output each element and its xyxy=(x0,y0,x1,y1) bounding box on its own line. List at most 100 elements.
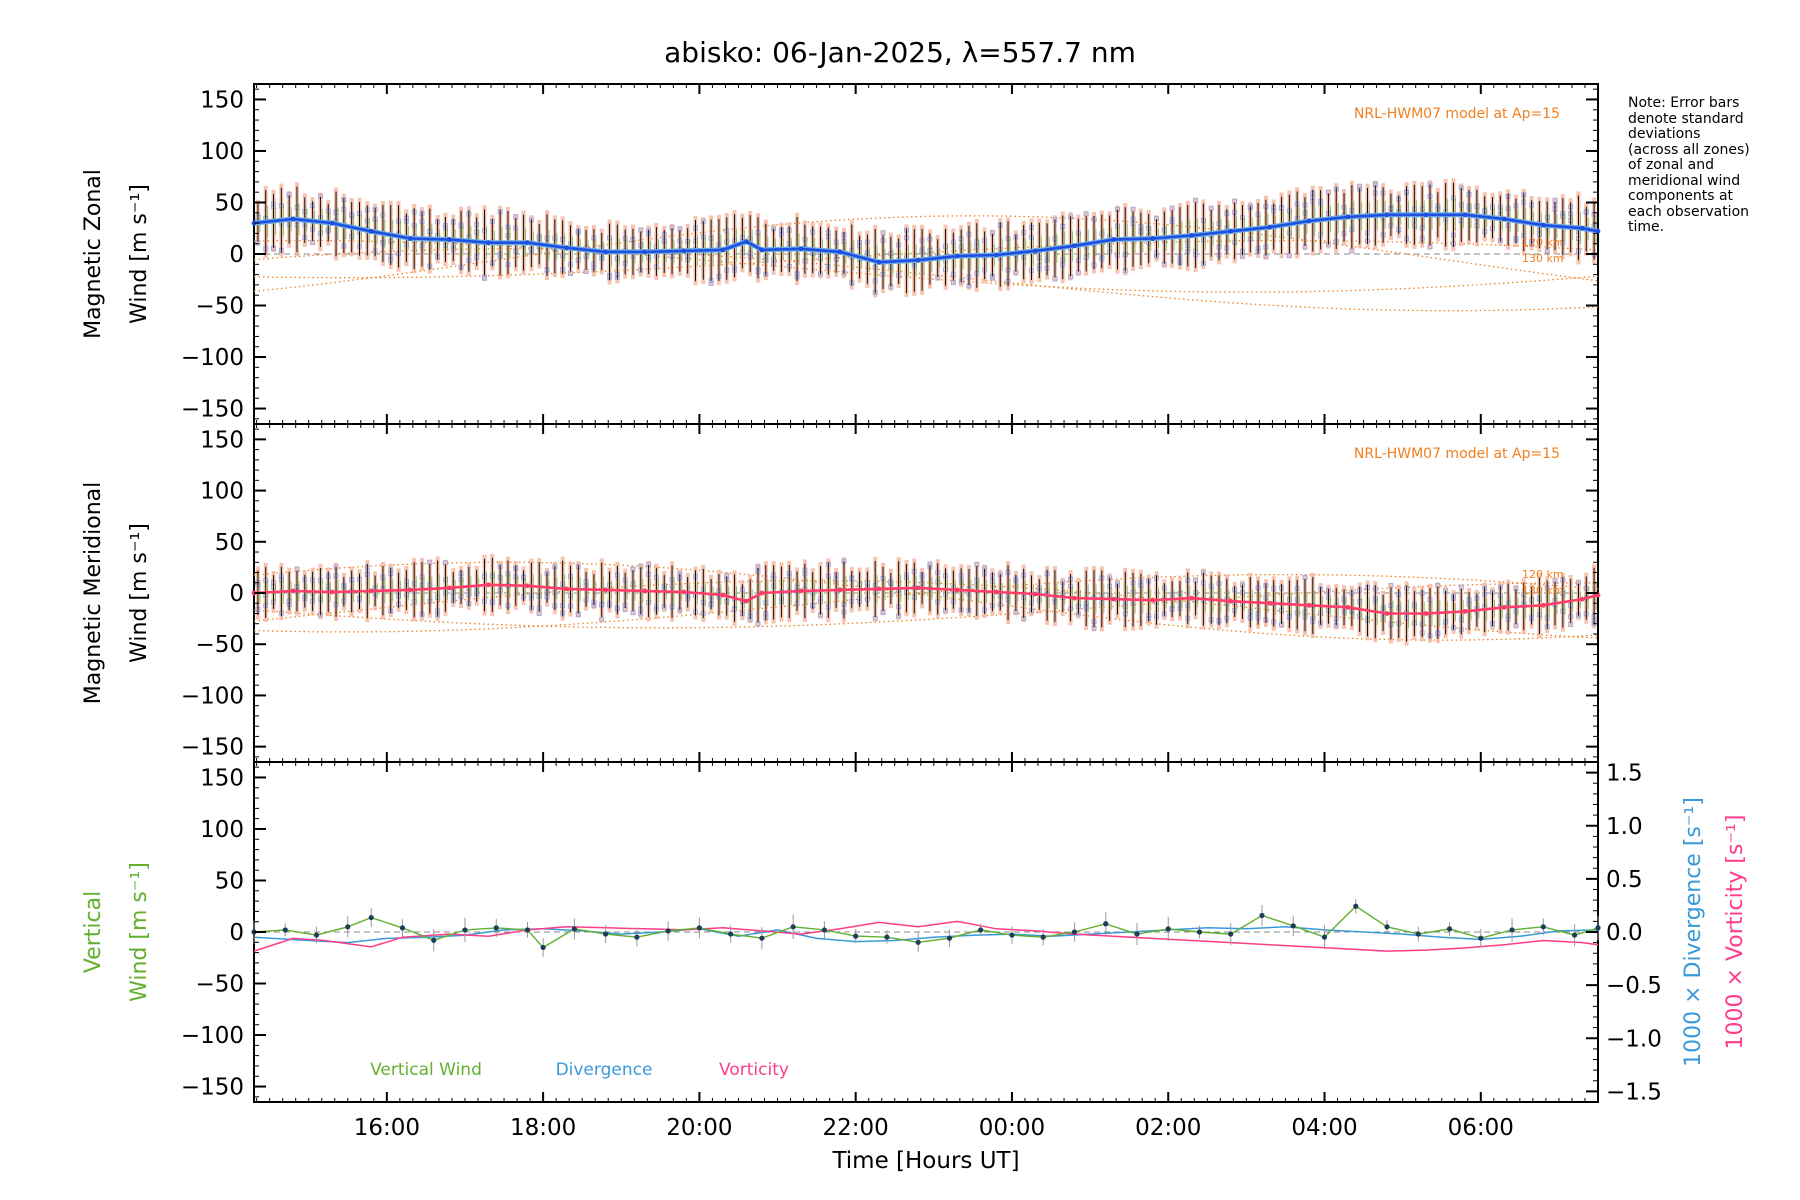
zone-sample xyxy=(1169,205,1175,211)
mean-wind-point xyxy=(1595,228,1601,234)
vertical-wind-point xyxy=(571,926,577,932)
zone-sample xyxy=(1388,582,1394,588)
x-tick-label: 00:00 xyxy=(979,1115,1045,1141)
mean-wind-point xyxy=(1072,595,1077,601)
y-tick-label: 50 xyxy=(215,190,244,216)
mean-wind-point xyxy=(1501,216,1507,222)
y-tick-label: −100 xyxy=(181,1023,244,1049)
vertical-wind-point xyxy=(1446,926,1453,932)
mean-wind-point xyxy=(486,582,491,588)
zone-sample xyxy=(880,230,886,236)
mean-wind-point xyxy=(642,249,648,255)
vertical-wind-point xyxy=(728,931,734,937)
mean-wind-point xyxy=(290,588,296,594)
note-line: time. xyxy=(1628,219,1665,235)
mean-wind-point xyxy=(720,247,726,253)
vertical-wind-point xyxy=(540,944,546,951)
mean-wind-point xyxy=(1150,597,1156,603)
y2-tick-label: −1.5 xyxy=(1606,1079,1662,1105)
note-line: denote standard xyxy=(1628,110,1744,127)
note-line: components at xyxy=(1628,188,1734,204)
mean-wind-point xyxy=(1540,602,1546,608)
mean-wind-point xyxy=(486,240,491,246)
x-tick-label: 04:00 xyxy=(1291,1115,1357,1141)
y2-tick-label: 1.0 xyxy=(1606,814,1643,840)
mean-wind-point xyxy=(993,252,999,258)
divergence-line xyxy=(253,925,1599,944)
mean-wind-point xyxy=(743,239,749,245)
vertical-wind-point xyxy=(853,933,859,939)
mean-wind-point xyxy=(1501,604,1507,610)
vertical-wind-point xyxy=(665,928,671,934)
mean-wind-point xyxy=(1462,212,1468,218)
mean-wind-point xyxy=(1384,611,1390,616)
mean-wind-point xyxy=(876,259,882,265)
zone-sample xyxy=(1349,248,1355,254)
y-tick-label: −100 xyxy=(181,683,244,709)
model-curve xyxy=(253,239,1599,293)
mean-wind-point xyxy=(1267,600,1273,606)
x-tick-label: 06:00 xyxy=(1448,1115,1514,1141)
vertical-wind-point xyxy=(493,925,499,931)
mean-wind-point xyxy=(915,585,921,591)
mean-wind-point xyxy=(837,249,843,255)
mean-wind-point xyxy=(1423,611,1429,616)
legend-divergence: Divergence xyxy=(556,1060,653,1080)
vertical-wind-point xyxy=(282,927,288,933)
zonal-ylabel-line1: Magnetic Zonal xyxy=(81,169,106,339)
axes-ticks: −150 −100 −50 0 50 100 150 −150 −100 −50 0 50 100 150… xyxy=(181,84,1662,1141)
y-tick-label: −50 xyxy=(195,972,244,998)
vertical-wind-point xyxy=(1321,934,1328,940)
mean-wind-point xyxy=(1462,609,1468,614)
zone-sample xyxy=(1130,206,1136,212)
mean-wind-point xyxy=(876,586,882,592)
mean-wind-point xyxy=(564,586,569,592)
vertical-wind-point xyxy=(1478,935,1484,941)
y-tick-label: 150 xyxy=(200,427,244,453)
x-tick-label: 16:00 xyxy=(354,1115,420,1141)
meridional-panel-plot xyxy=(251,553,1601,646)
vertical-wind-point xyxy=(1353,903,1359,909)
y2-tick-label: 0.5 xyxy=(1606,867,1643,893)
y-tick-label: 0 xyxy=(229,920,244,946)
zone-sample xyxy=(1193,197,1199,203)
vertical-wind-point xyxy=(1040,934,1046,940)
y-tick-label: 0 xyxy=(229,581,244,607)
vertical-wind-point xyxy=(884,934,890,940)
x-tick-label: 22:00 xyxy=(823,1115,889,1141)
y-tick-label: 50 xyxy=(215,530,244,556)
mean-wind-point xyxy=(1150,236,1156,241)
vertical-wind-point xyxy=(1415,931,1421,937)
note-line: each observation xyxy=(1628,203,1750,220)
legend-vertical-wind: Vertical Wind xyxy=(370,1060,482,1080)
x-tick-label: 02:00 xyxy=(1135,1115,1201,1141)
mean-wind-point xyxy=(1111,596,1116,602)
mean-wind-point xyxy=(1189,595,1195,601)
mean-wind-point xyxy=(1228,598,1234,604)
zone-sample xyxy=(950,280,956,286)
mean-wind-point xyxy=(1579,596,1585,602)
vorticity-axis-label: 1000 × Vorticity [s⁻¹] xyxy=(1723,815,1748,1050)
zone-sample xyxy=(1286,253,1292,259)
vorticity-line xyxy=(253,920,1599,952)
mean-wind-point xyxy=(525,240,530,246)
y-tick-label: −150 xyxy=(181,397,244,423)
zonal-panel-plot xyxy=(251,178,1601,312)
mean-wind-point xyxy=(1540,222,1546,228)
vertical-wind-point xyxy=(821,927,828,933)
meridional-ylabel-line1: Magnetic Meridional xyxy=(81,482,106,704)
zone-sample xyxy=(567,270,573,276)
y-tick-label: 100 xyxy=(200,817,244,843)
zone-sample xyxy=(1357,183,1363,189)
vertical-wind-point xyxy=(634,934,640,940)
mean-wind-point xyxy=(603,249,609,255)
mean-wind-point xyxy=(798,588,804,594)
vertical-wind-point xyxy=(1384,924,1390,930)
mean-wind-point xyxy=(564,245,569,251)
vertical-wind-point xyxy=(603,931,609,937)
vertical-wind-point xyxy=(431,937,437,943)
mean-wind-point xyxy=(1189,233,1195,238)
y2-tick-label: −0.5 xyxy=(1606,973,1662,999)
vertical-wind-point xyxy=(790,924,796,930)
